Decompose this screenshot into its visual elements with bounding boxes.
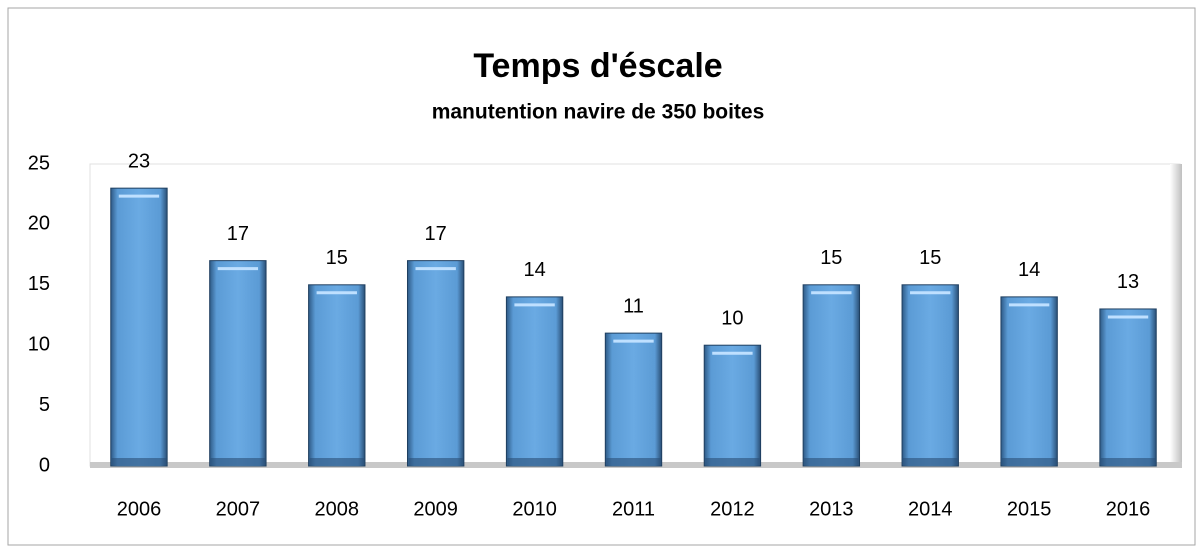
bar (604, 332, 663, 467)
bar (901, 284, 959, 467)
bar (802, 284, 861, 467)
bar-base (705, 458, 760, 465)
x-tick-label: 2007 (216, 498, 261, 520)
x-tick-label: 2008 (315, 498, 360, 520)
x-tick-label: 2011 (612, 498, 655, 520)
bar (308, 284, 366, 467)
data-label: 14 (1018, 259, 1040, 281)
y-tick-label: 10 (28, 333, 50, 355)
plot-shadow (1170, 164, 1182, 468)
x-tick-label: 2010 (512, 498, 557, 520)
bar-base (408, 458, 463, 465)
data-label: 15 (919, 247, 941, 269)
data-label: 11 (623, 295, 644, 317)
data-label: 14 (523, 259, 545, 281)
data-label: 10 (721, 307, 743, 329)
data-label: 13 (1117, 271, 1139, 293)
chart-title: Temps d'éscale (473, 47, 722, 85)
bar-base (903, 458, 958, 465)
y-tick-label: 5 (39, 394, 50, 416)
data-label: 17 (425, 223, 447, 245)
x-tick-label: 2009 (413, 498, 458, 520)
bar-base (507, 458, 562, 465)
data-label: 15 (326, 247, 348, 269)
data-label: 23 (128, 150, 150, 172)
x-tick-label: 2016 (1106, 498, 1151, 520)
bar (406, 260, 465, 467)
bar (1099, 308, 1157, 467)
bar-base (111, 458, 167, 465)
x-tick-label: 2006 (117, 498, 162, 520)
chart-subtitle: manutention navire de 350 boites (432, 101, 765, 124)
bar-base (804, 458, 859, 465)
y-tick-label: 20 (28, 213, 50, 235)
bar-base (210, 458, 266, 465)
x-tick-label: 2012 (710, 498, 755, 520)
x-tick-label: 2015 (1007, 498, 1052, 520)
bar (703, 344, 762, 467)
y-tick-label: 15 (28, 273, 50, 295)
bar (110, 187, 168, 467)
data-label: 17 (227, 223, 249, 245)
bar (505, 296, 564, 467)
x-tick-label: 2013 (809, 498, 854, 520)
bar-base (1100, 458, 1156, 465)
bar (1000, 296, 1058, 467)
data-label: 15 (820, 247, 842, 269)
x-tick-label: 2014 (908, 498, 953, 520)
bar-base (309, 458, 364, 465)
bar-base (606, 458, 661, 465)
y-tick-label: 0 (39, 454, 50, 476)
y-tick-label: 25 (28, 152, 50, 174)
bar (209, 260, 267, 467)
bar-base (1001, 458, 1057, 465)
